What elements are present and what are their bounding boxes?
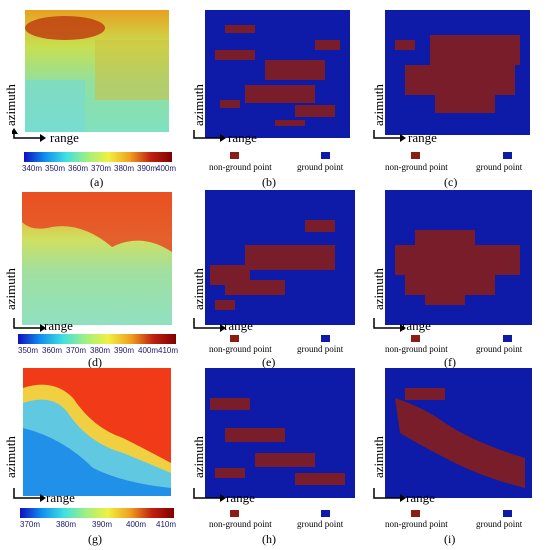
legend-label-non-ground: non-ground point <box>209 344 272 354</box>
legend-label-non-ground: non-ground point <box>385 519 448 529</box>
colorbar-d <box>18 334 176 344</box>
colorbar-a <box>24 152 172 162</box>
x-axis-label: range <box>50 130 79 145</box>
x-axis-label: range <box>46 490 75 505</box>
legend-label-ground: ground point <box>297 519 344 529</box>
x-axis-label: range <box>408 130 437 145</box>
axis-arrows-b <box>192 128 232 173</box>
legend-swatch-non-ground <box>230 335 239 342</box>
y-axis-label: azimuth <box>191 268 206 310</box>
classification-map-e <box>205 190 355 325</box>
y-axis-label: azimuth <box>191 436 206 478</box>
legend-label-non-ground: non-ground point <box>209 519 272 529</box>
colorbar-tick: 350m <box>18 346 39 355</box>
colorbar-tick: 370m <box>66 346 87 355</box>
colorbar-tick: 350m <box>45 164 66 173</box>
caption-h: (h) <box>262 532 276 546</box>
axis-arrows-e <box>192 318 232 343</box>
legend-label-ground: ground point <box>297 162 344 172</box>
colorbar-tick: 400m <box>138 346 159 355</box>
legend-swatch-ground <box>321 335 330 342</box>
legend-swatch-ground <box>321 152 330 159</box>
legend-label-ground: ground point <box>476 344 523 354</box>
caption-f: (f) <box>444 355 456 369</box>
legend-label-non-ground: non-ground point <box>209 162 272 172</box>
colorbar-tick: 390m <box>92 520 113 529</box>
legend-swatch-non-ground <box>230 510 239 517</box>
classification-map-c <box>385 10 530 135</box>
caption-b: (b) <box>262 175 276 189</box>
axis-arrows-h <box>192 488 232 513</box>
caption-c: (c) <box>444 175 458 189</box>
legend-swatch-ground <box>503 335 512 342</box>
legend-swatch-ground <box>321 510 330 517</box>
legend-label-ground: ground point <box>476 162 523 172</box>
y-axis-label: azimuth <box>3 84 18 126</box>
classification-map-f <box>385 190 532 325</box>
axis-arrows-f <box>372 318 412 343</box>
colorbar-tick: 400m <box>156 164 177 173</box>
caption-a: (a) <box>90 175 104 189</box>
colorbar-tick: 410m <box>156 520 177 529</box>
axis-arrows-i <box>372 488 412 513</box>
legend-label-ground: ground point <box>297 344 344 354</box>
axis-arrows-a <box>10 128 52 173</box>
colorbar-tick: 360m <box>68 164 89 173</box>
axis-arrows-c <box>372 128 412 173</box>
caption-g: (g) <box>88 532 102 546</box>
caption-i: (i) <box>444 532 456 546</box>
caption-e: (e) <box>262 355 276 369</box>
legend-swatch-non-ground <box>230 152 239 159</box>
x-axis-label: range <box>402 318 431 333</box>
y-axis-label: azimuth <box>191 84 206 126</box>
classification-map-b <box>205 10 350 138</box>
colorbar-tick: 370m <box>91 164 112 173</box>
colorbar-tick: 380m <box>56 520 77 529</box>
x-axis-label: range <box>44 318 73 333</box>
colorbar-tick: 390m <box>114 346 135 355</box>
axis-arrows-g <box>12 488 52 513</box>
elevation-map-d <box>22 192 172 325</box>
colorbar-tick: 340m <box>22 164 43 173</box>
y-axis-label: azimuth <box>371 436 386 478</box>
x-axis-label: range <box>224 318 253 333</box>
y-axis-label: azimuth <box>371 84 386 126</box>
colorbar-tick: 380m <box>114 164 135 173</box>
legend-swatch-non-ground <box>411 335 420 342</box>
elevation-map-a <box>25 10 169 132</box>
x-axis-label: range <box>228 130 257 145</box>
classification-map-i <box>385 368 532 498</box>
y-axis-label: azimuth <box>3 268 18 310</box>
y-axis-label: azimuth <box>3 436 18 478</box>
caption-d: (d) <box>88 355 102 369</box>
colorbar-tick: 400m <box>126 520 147 529</box>
legend-swatch-non-ground <box>411 510 420 517</box>
colorbar-tick: 410m <box>158 346 179 355</box>
colorbar-tick: 380m <box>90 346 111 355</box>
legend-swatch-ground <box>503 152 512 159</box>
colorbar-tick: 370m <box>20 520 41 529</box>
classification-map-h <box>205 368 355 498</box>
legend-label-ground: ground point <box>476 519 523 529</box>
legend-label-non-ground: non-ground point <box>385 344 448 354</box>
legend-swatch-non-ground <box>411 152 420 159</box>
legend-swatch-ground <box>503 510 512 517</box>
elevation-map-g <box>23 368 171 496</box>
colorbar-g <box>20 508 174 518</box>
x-axis-label: range <box>226 490 255 505</box>
x-axis-label: range <box>406 490 435 505</box>
legend-label-non-ground: non-ground point <box>385 162 448 172</box>
y-axis-label: azimuth <box>371 268 386 310</box>
colorbar-tick: 390m <box>137 164 158 173</box>
colorbar-tick: 360m <box>42 346 63 355</box>
axis-arrows-d <box>12 318 52 343</box>
